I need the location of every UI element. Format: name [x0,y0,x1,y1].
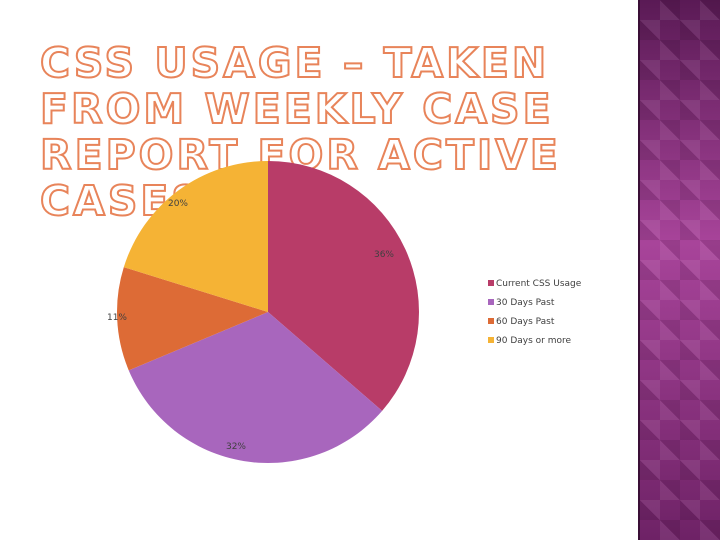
pie-data-labels: 36% 32% 11% 20% [107,199,394,452]
slide-title: CSS USAGE – TAKEN FROM WEEKLY CASE REPOR… [39,39,561,225]
side-panel-divider [638,0,640,540]
legend-label-30-days-past: 30 Days Past [496,298,555,308]
pie-slice-30-days-past [128,312,383,463]
data-label-60-days-past: 11% [107,313,127,323]
pie-chart: 36% 32% 11% 20% Current CSS Usage 30 Days Pa… [107,161,582,463]
data-label-90-days-or-more: 20% [168,199,188,209]
legend-label-90-days-or-more: 90 Days or more [496,336,571,346]
legend-swatch-60-days-past [488,318,494,324]
chart-legend: Current CSS Usage 30 Days Past 60 Days Pas… [488,279,582,346]
legend-label-current-css-usage: Current CSS Usage [496,279,582,289]
legend-swatch-current-css-usage [488,280,494,286]
pie-slice-90-days-or-more [123,161,269,312]
legend-swatch-90-days-or-more [488,337,494,343]
pie-slice-60-days-past [116,267,268,371]
decorative-side-panel [640,0,720,540]
pie-slices [116,161,419,463]
pie-slice-current-css-usage [268,161,419,411]
legend-label-60-days-past: 60 Days Past [496,317,555,327]
legend-swatch-30-days-past [488,299,494,305]
data-label-current-css-usage: 36% [374,250,394,260]
data-label-30-days-past: 32% [226,442,246,452]
